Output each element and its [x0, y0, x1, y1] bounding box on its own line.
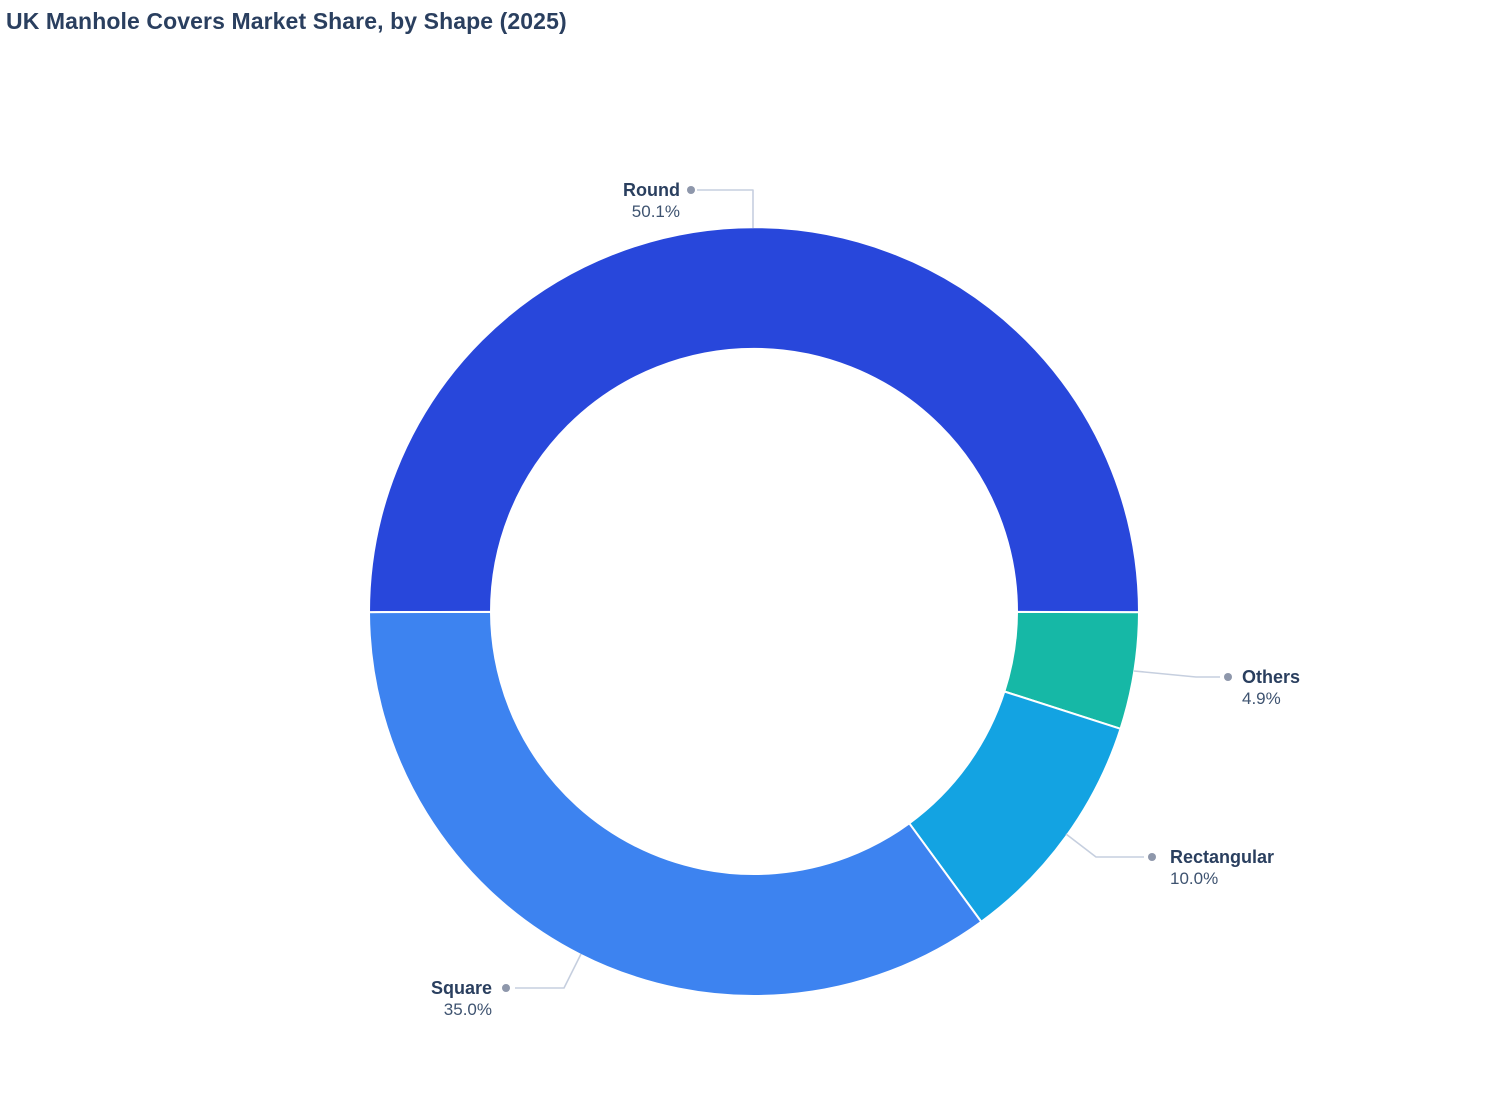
leader-line: [697, 189, 754, 228]
slice-square[interactable]: [368, 610, 983, 997]
leader-round: [687, 186, 754, 228]
slice-round[interactable]: [368, 226, 1140, 614]
leader-line: [515, 953, 582, 989]
leader-dot: [687, 186, 695, 194]
slice-percent: 10.0%: [1170, 869, 1219, 888]
chart-title: UK Manhole Covers Market Share, by Shape…: [6, 8, 567, 34]
leader-line: [1065, 833, 1144, 858]
slice-label-rectangular: Rectangular 10.0%: [1170, 846, 1274, 890]
leader-dot: [1148, 853, 1156, 861]
slice-name: Square: [430, 978, 492, 998]
slice-label-round: Round 50.1%: [623, 179, 680, 223]
slice-name: Rectangular: [1170, 847, 1275, 867]
leader-dot: [1224, 673, 1232, 681]
slice-name: Others: [1242, 667, 1301, 687]
slice-percent: 35.0%: [443, 1000, 492, 1019]
slice-name: Round: [623, 180, 680, 200]
slice-label-others: Others 4.9%: [1242, 666, 1300, 710]
leader-rectangular: [1065, 833, 1156, 861]
leader-others: [1133, 670, 1232, 681]
leader-dot: [502, 984, 510, 992]
leader-line: [1133, 670, 1220, 678]
leader-square: [502, 953, 582, 992]
slice-percent: 4.9%: [1242, 689, 1281, 708]
slice-percent: 50.1%: [631, 202, 680, 221]
slice-label-square: Square 35.0%: [431, 977, 492, 1021]
